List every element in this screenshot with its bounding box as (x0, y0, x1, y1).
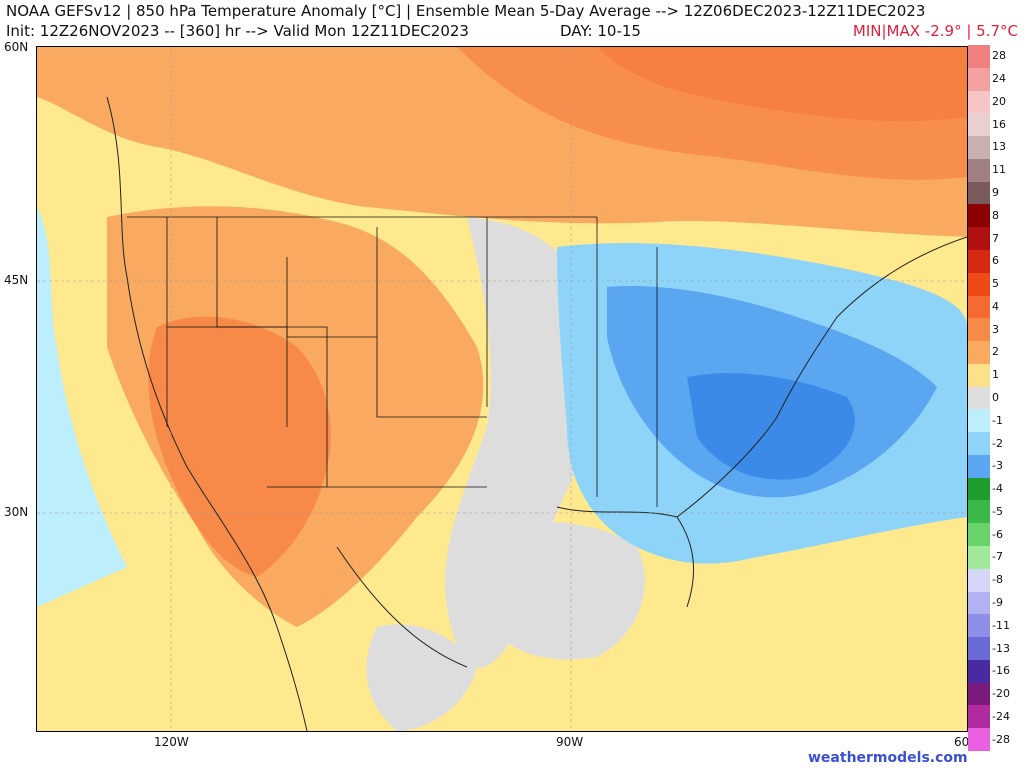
colorbar-cell (968, 637, 990, 661)
lon-label-90w: 90W (556, 735, 584, 749)
colorbar-label: -16 (992, 664, 1010, 678)
colorbar-label: 6 (992, 254, 999, 268)
borders (127, 216, 658, 507)
colorbar-cell (968, 682, 990, 706)
lat-label-30n: 30N (4, 505, 29, 519)
colorbar-cell (968, 454, 990, 479)
colorbar-cell (968, 523, 990, 547)
colorbar-label: 11 (992, 163, 1006, 177)
southwest-hot (148, 316, 331, 577)
pacific-cool (37, 207, 127, 607)
colorbar-label: -6 (992, 527, 1003, 541)
credit-text[interactable]: weathermodels.com (808, 750, 968, 766)
colorbar-cell (968, 90, 990, 114)
init-valid-line: Init: 12Z26NOV2023 -- [360] hr --> Valid… (6, 22, 469, 40)
gulf-normal (467, 521, 645, 660)
colorbar-cell (968, 113, 990, 137)
colorbar-label: 3 (992, 322, 999, 336)
colorbar-cell (968, 591, 990, 615)
colorbar-cell (968, 272, 990, 296)
colorbar-cell (968, 181, 990, 205)
colorbar-cell (968, 158, 990, 183)
graticule (37, 47, 967, 731)
colorbar-cell (968, 318, 990, 342)
warm-northeast-canada (457, 47, 967, 180)
colorbar-label: 28 (992, 49, 1006, 63)
colorbar-label: 7 (992, 231, 999, 245)
colorbar-cell (968, 204, 990, 228)
colorbar-label: -7 (992, 550, 1003, 564)
colorbar-label: -1 (992, 413, 1003, 427)
colorbar-cell (968, 546, 990, 570)
colorbar-label: 1 (992, 368, 999, 382)
colorbar-cell (968, 500, 990, 524)
colorbar-cell (968, 432, 990, 456)
colorbar-cell (968, 386, 990, 410)
colorbar-cell (968, 295, 990, 319)
colorbar-cell (968, 45, 990, 69)
colorbar-label: -20 (992, 687, 1010, 701)
mexico-normal (366, 624, 477, 731)
colorbar-label: 16 (992, 117, 1006, 131)
lat-label-45n: 45N (4, 273, 29, 287)
colorbar-cell (968, 728, 990, 752)
colorbar-label: 9 (992, 186, 999, 200)
colorbar-label: 8 (992, 208, 999, 222)
colorbar-cell (968, 67, 990, 92)
temperature-anomaly-map[interactable] (36, 46, 968, 732)
colorbar-label: -24 (992, 709, 1010, 723)
colorbar-label: -9 (992, 595, 1003, 609)
lat-label-60n: 60N (4, 40, 29, 54)
colorbar-cell (968, 614, 990, 638)
colorbar-label: 0 (992, 391, 999, 404)
colorbar-label: 4 (992, 299, 999, 313)
colorbar-cell (968, 477, 990, 501)
colorbar-label: 13 (992, 140, 1006, 154)
colorbar-label: 24 (992, 72, 1006, 86)
colorbar-cell (968, 136, 990, 160)
day-range-label: DAY: 10-15 (560, 22, 641, 40)
lon-label-120w: 120W (154, 735, 189, 749)
colorbar-cell (968, 409, 990, 433)
colorbar-label: -8 (992, 573, 1003, 587)
colorbar-label: -2 (992, 436, 1003, 450)
colorbar-label: -5 (992, 504, 1003, 518)
colorbar-cell (968, 659, 990, 684)
anomaly-colorbar (968, 45, 990, 752)
colorbar-label: -13 (992, 641, 1010, 655)
colorbar-cell (968, 249, 990, 274)
coastlines (106, 96, 967, 731)
colorbar-label: 2 (992, 345, 999, 359)
colorbar-cell (968, 227, 990, 251)
colorbar-cell (968, 341, 990, 365)
colorbar-label: 5 (992, 277, 999, 291)
colorbar-label: -4 (992, 482, 1003, 496)
colorbar-label: -28 (992, 732, 1010, 746)
colorbar-cell (968, 568, 990, 593)
colorbar-label: -3 (992, 459, 1003, 473)
colorbar-label: 20 (992, 94, 1006, 108)
lon-label-60w: 60 (954, 735, 970, 749)
map-title: NOAA GEFSv12 | 850 hPa Temperature Anoma… (6, 2, 926, 20)
colorbar-cell (968, 705, 990, 729)
colorbar-label: -11 (992, 618, 1010, 632)
colorbar-cell (968, 363, 990, 388)
min-max-label: MIN|MAX -2.9° | 5.7°C (852, 22, 1018, 40)
